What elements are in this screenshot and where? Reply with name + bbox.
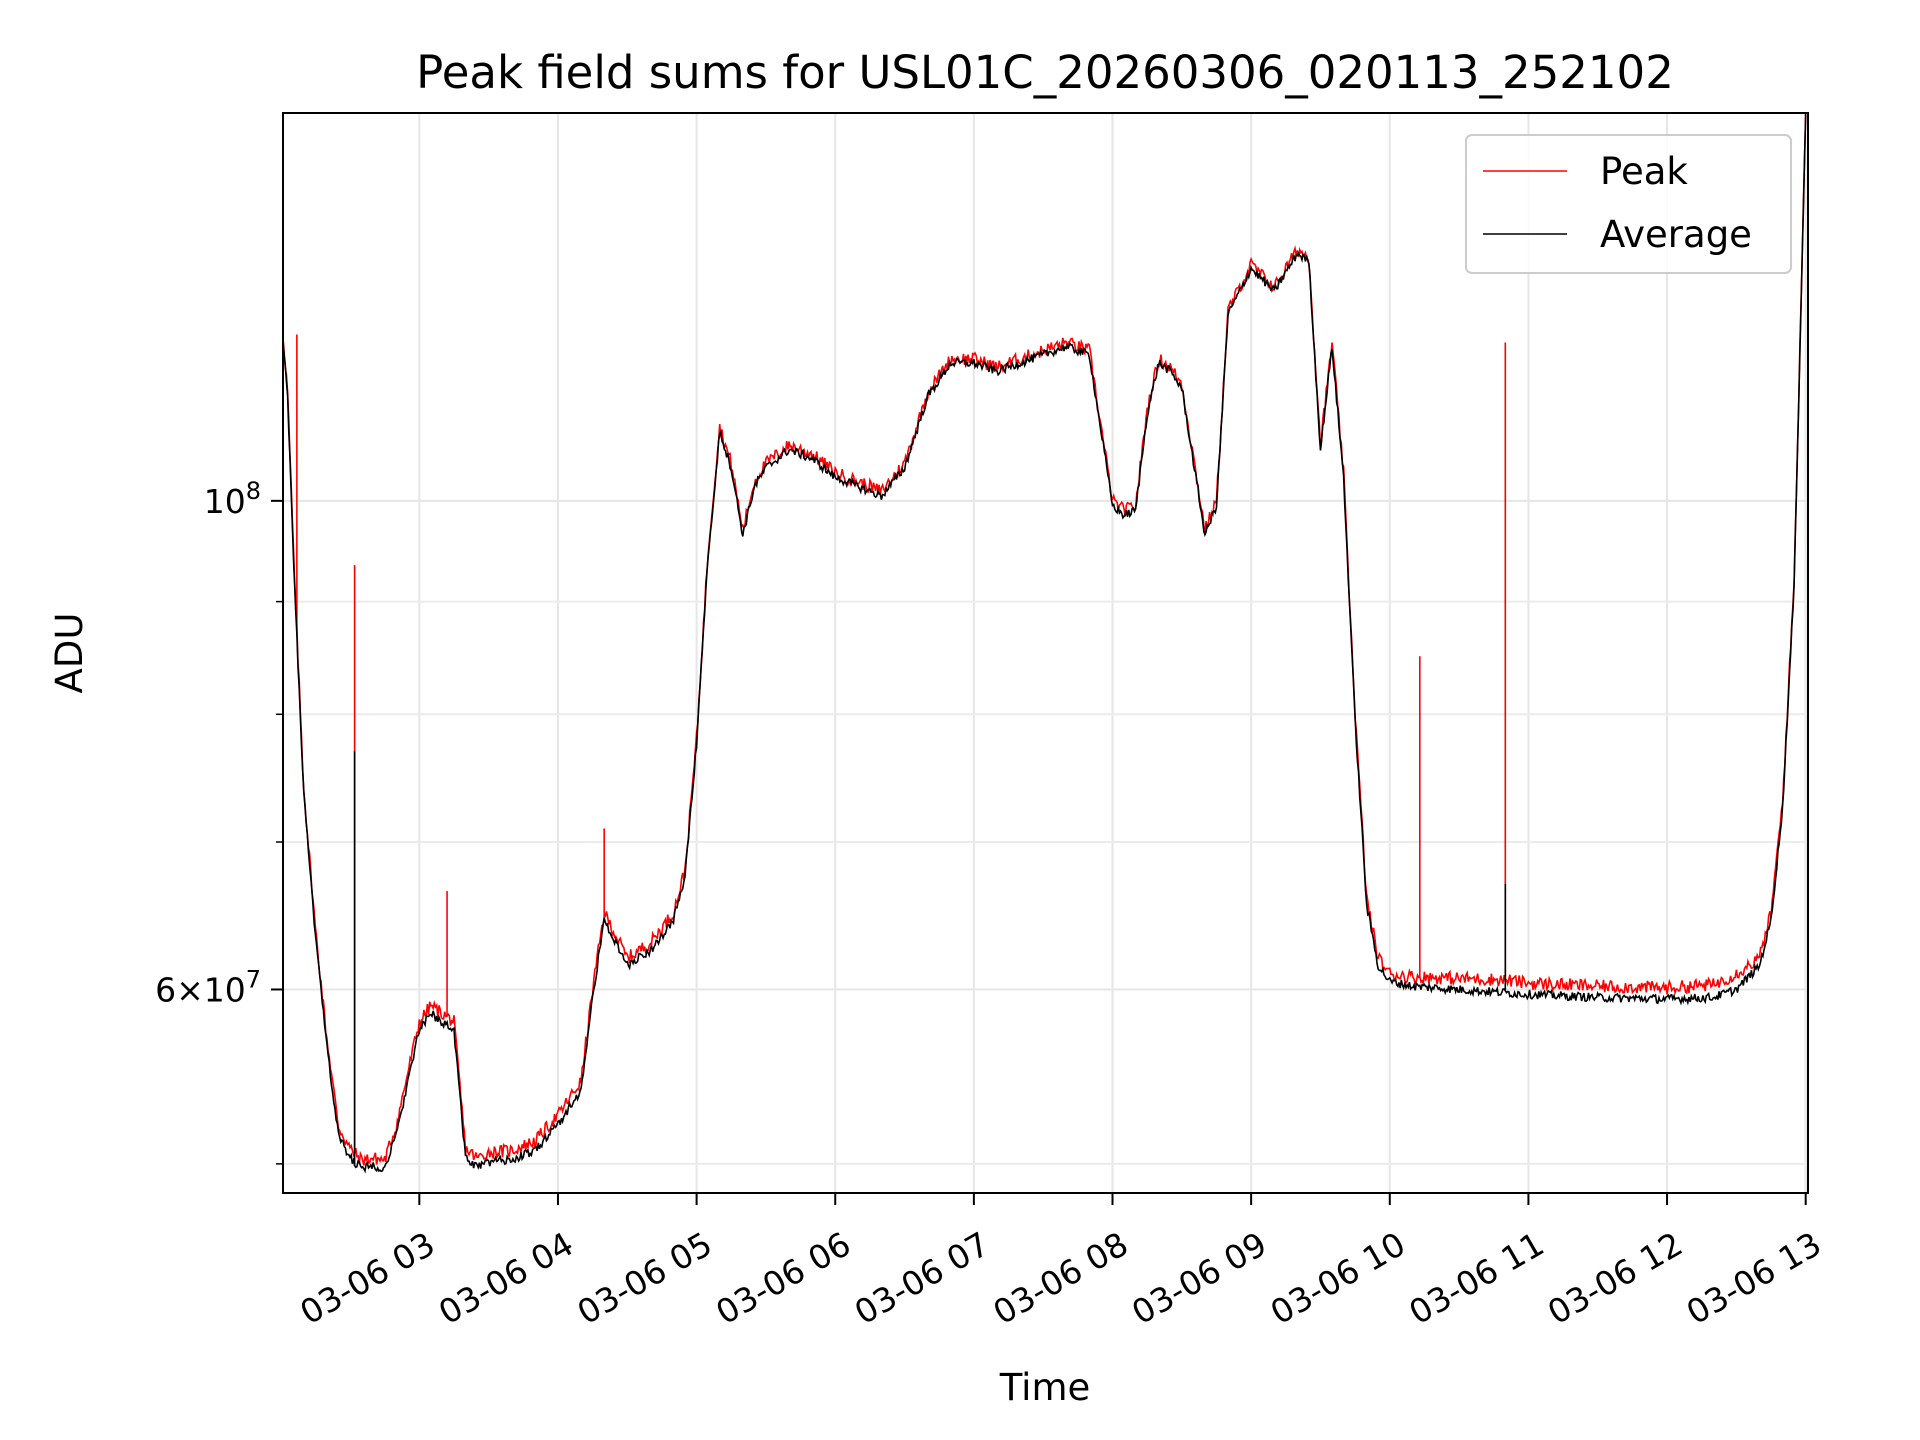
x-tick-label: 03-06 13 xyxy=(1680,1224,1828,1332)
x-tick-label: 03-06 09 xyxy=(1125,1224,1273,1332)
x-tick-label: 03-06 07 xyxy=(848,1224,996,1332)
legend-box xyxy=(1465,134,1792,274)
legend-label-peak: Peak xyxy=(1600,150,1688,193)
y-axis-label: ADU xyxy=(48,613,91,694)
x-tick-label: 03-06 11 xyxy=(1402,1224,1550,1332)
y-tick-label: 108 xyxy=(204,477,261,521)
series-line-average xyxy=(283,113,1807,1174)
x-tick-label: 03-06 10 xyxy=(1264,1224,1412,1332)
legend: Peak Average xyxy=(1465,134,1792,274)
y-tick-label: 6×107 xyxy=(155,965,261,1009)
legend-label-average: Average xyxy=(1600,213,1752,256)
x-tick-label: 03-06 04 xyxy=(432,1224,580,1332)
x-tick-label: 03-06 06 xyxy=(709,1224,857,1332)
x-tick-label: 03-06 12 xyxy=(1541,1224,1689,1332)
x-tick-label: 03-06 08 xyxy=(987,1224,1135,1332)
x-tick-label: 03-06 03 xyxy=(293,1224,441,1332)
chart-title: Peak field sums for USL01C_20260306_0201… xyxy=(416,46,1674,99)
plot-frame xyxy=(282,112,1809,1194)
x-tick-label: 03-06 05 xyxy=(571,1224,719,1332)
x-axis-label: Time xyxy=(999,1366,1091,1409)
series-line-peak xyxy=(283,113,1807,1166)
series-layer xyxy=(283,113,1807,1174)
grid xyxy=(283,113,1808,1193)
